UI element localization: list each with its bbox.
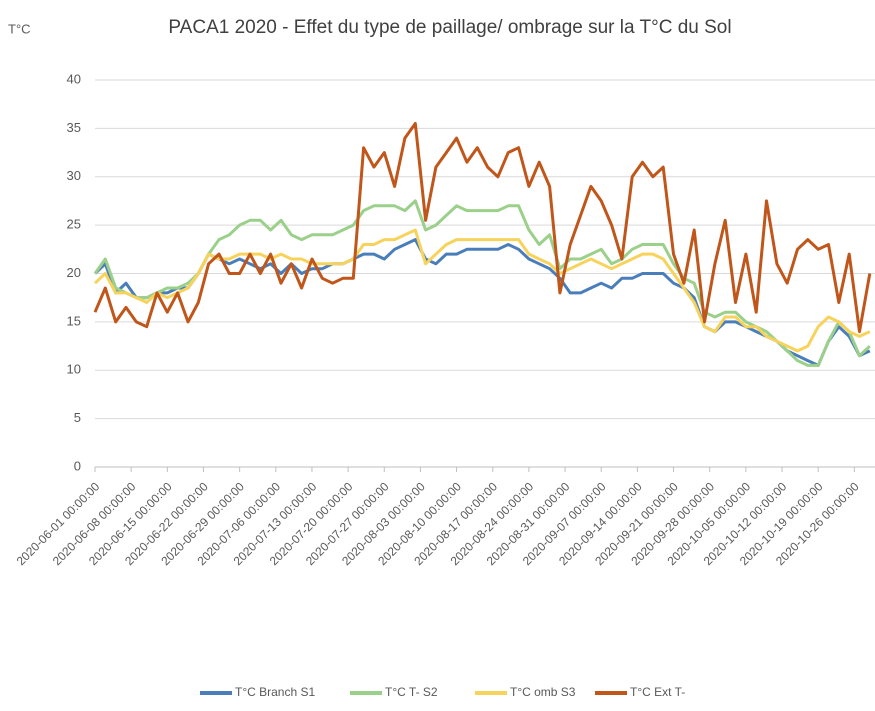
y-tick-label: 15 (67, 313, 81, 328)
y-tick-label: 30 (67, 168, 81, 183)
y-tick-label: 5 (74, 410, 81, 425)
legend-label: T°C Ext T- (630, 685, 685, 699)
y-tick-label: 35 (67, 120, 81, 135)
y-tick-label: 10 (67, 362, 81, 377)
y-tick-label: 20 (67, 265, 81, 280)
y-tick-label: 40 (67, 71, 81, 86)
legend-label: T°C Branch S1 (235, 685, 315, 699)
y-tick-label: 25 (67, 217, 81, 232)
series-line (93, 122, 872, 334)
series-line (93, 199, 871, 367)
y-axis-label: T°C (8, 21, 31, 36)
series-line (93, 228, 871, 353)
chart-title: PACA1 2020 - Effet du type de paillage/ … (168, 17, 731, 38)
y-tick-label: 0 (74, 458, 81, 473)
legend-label: T°C T- S2 (385, 685, 438, 699)
legend-label: T°C omb S3 (510, 685, 576, 699)
